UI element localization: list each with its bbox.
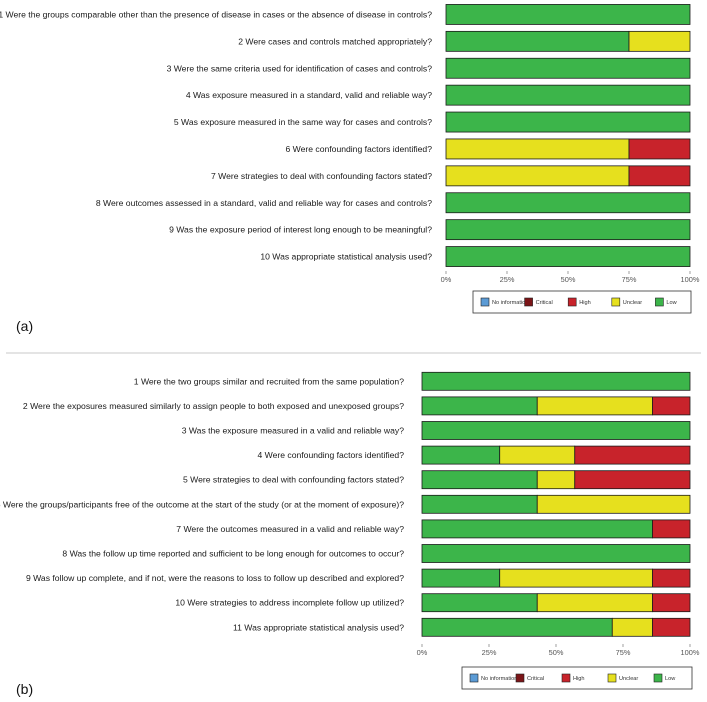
bar-segment-high [652, 617, 691, 637]
bar-segment-low [445, 57, 691, 79]
bar-segment-unclear [445, 138, 630, 160]
question-label: 4 Was exposure measured in a standard, v… [186, 90, 432, 100]
bar-segment-unclear [628, 30, 691, 52]
bar-segment-high [652, 396, 691, 416]
bar-segment-unclear [536, 470, 576, 490]
bar-segment-high [628, 165, 691, 187]
legend-box [461, 666, 693, 690]
x-tick-label: 25% [482, 648, 497, 657]
question-label: 7 Were strategies to deal with confoundi… [211, 171, 432, 181]
question-label: 9 Was the exposure period of interest lo… [169, 225, 432, 235]
bar-segment-high [652, 593, 691, 613]
question-label: 6 Were confounding factors identified? [285, 144, 432, 154]
x-tick-label: 0% [441, 275, 452, 284]
bar-segment-unclear [536, 593, 653, 613]
bar-segment-high [628, 138, 691, 160]
question-label: 2 Were cases and controls matched approp… [238, 36, 432, 46]
question-label: 10 Were strategies to address incomplete… [175, 598, 404, 608]
bar-segment-high [652, 568, 691, 588]
legend-label-high: High [573, 676, 585, 682]
bar-segment-low [421, 544, 691, 563]
question-label: 11 Was appropriate statistical analysis … [233, 622, 404, 632]
question-label: 4 Were confounding factors identified? [257, 450, 404, 460]
chart-panel-b: 1 Were the two groups similar and recrui… [0, 371, 700, 697]
panel-label: (b) [16, 681, 33, 697]
bar-segment-low [445, 192, 691, 214]
legend-swatch-unclear [607, 673, 617, 683]
legend-swatch-no_information [480, 297, 490, 307]
legend-label-unclear: Unclear [623, 300, 642, 306]
bar-segment-low [421, 470, 538, 490]
bar-segment-high [574, 445, 691, 465]
bar-segment-unclear [536, 396, 653, 416]
x-tick-label: 50% [549, 648, 564, 657]
bar-segment-low [421, 494, 538, 514]
bar-segment-low [421, 445, 501, 465]
x-tick-label: 0% [417, 648, 428, 657]
bar-segment-low [445, 84, 691, 106]
bar-segment-unclear [445, 165, 630, 187]
question-label: 1 Were the two groups similar and recrui… [134, 376, 404, 386]
question-label: 8 Was the follow up time reported and su… [62, 549, 404, 559]
legend-swatch-high [567, 297, 577, 307]
bar-segment-low [445, 4, 691, 25]
question-label: 8 Were outcomes assessed in a standard, … [96, 198, 432, 208]
legend-swatch-unclear [611, 297, 621, 307]
question-label: 5 Were strategies to deal with confoundi… [183, 475, 404, 485]
question-label: 3 Was the exposure measured in a valid a… [182, 426, 405, 436]
legend-swatch-low [653, 673, 663, 683]
x-tick-label: 25% [500, 275, 515, 284]
question-label: 7 Were the outcomes measured in a valid … [176, 524, 404, 534]
x-tick-label: 75% [616, 648, 631, 657]
bar-segment-low [421, 396, 538, 416]
legend-swatch-critical [515, 673, 525, 683]
legend-label-critical: Critical [536, 300, 553, 306]
question-label: 5 Was exposure measured in the same way … [174, 117, 432, 127]
bar-segment-low [421, 371, 691, 391]
question-label: 6 Were the groups/participants free of t… [0, 499, 404, 509]
legend-box [472, 290, 692, 314]
bar-segment-low [421, 617, 613, 637]
question-label: 1 Were the groups comparable other than … [0, 9, 432, 19]
legend-swatch-no_information [469, 673, 479, 683]
bar-segment-low [445, 219, 691, 241]
panel-label: (a) [16, 318, 33, 334]
bar-segment-unclear [536, 494, 691, 514]
question-label: 2 Were the exposures measured similarly … [23, 401, 404, 411]
legend-swatch-high [561, 673, 571, 683]
bar-segment-low [445, 246, 691, 267]
legend-label-no_information: No information [481, 676, 517, 682]
bar-segment-unclear [499, 445, 576, 465]
bar-segment-unclear [611, 617, 653, 637]
bar-segment-low [421, 568, 501, 588]
legend-label-no_information: No information [492, 300, 528, 306]
x-tick-label: 50% [561, 275, 576, 284]
legend-label-low: Low [666, 300, 677, 306]
legend-swatch-low [655, 297, 664, 307]
legend-label-unclear: Unclear [619, 676, 638, 682]
legend-label-high: High [579, 300, 591, 306]
question-label: 10 Was appropriate statistical analysis … [260, 252, 432, 262]
legend-label-low: Low [665, 676, 676, 682]
bar-segment-high [574, 470, 691, 490]
legend-label-critical: Critical [527, 676, 544, 682]
chart-panel-a: 1 Were the groups comparable other than … [0, 4, 700, 334]
x-tick-label: 100% [681, 648, 700, 657]
bar-segment-low [445, 111, 691, 133]
bar-segment-unclear [499, 568, 653, 588]
x-tick-label: 75% [622, 275, 637, 284]
question-label: 3 Were the same criteria used for identi… [167, 63, 433, 73]
legend: No information Critical High Unclear Low [461, 666, 693, 690]
x-tick-label: 100% [681, 275, 700, 284]
bar-segment-high [652, 519, 691, 539]
legend-swatch-critical [524, 297, 533, 307]
legend: No information Critical High Unclear Low [472, 290, 692, 314]
bar-segment-low [421, 421, 691, 440]
question-label: 9 Was follow up complete, and if not, we… [26, 573, 404, 583]
bar-segment-low [445, 30, 630, 52]
bar-segment-low [421, 519, 653, 539]
bar-segment-low [421, 593, 538, 613]
